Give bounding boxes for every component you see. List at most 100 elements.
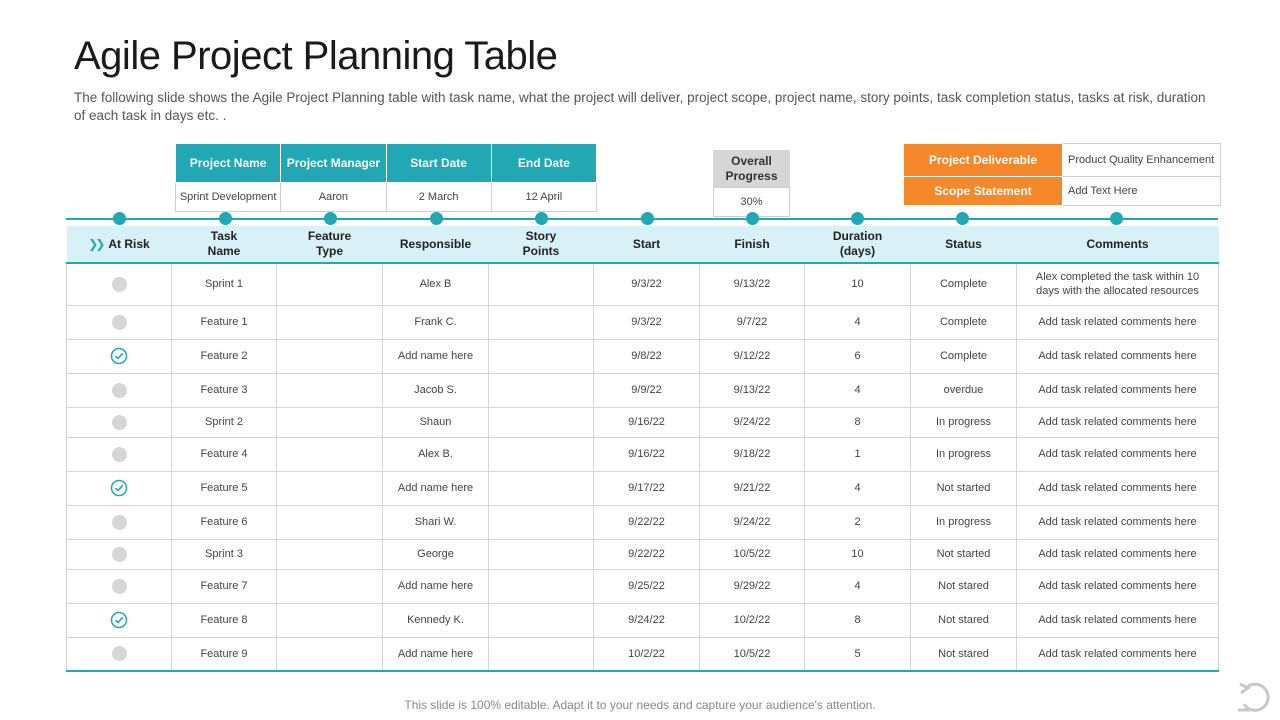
feature-type-cell xyxy=(276,568,383,604)
chevron-right-icon: ❯❯ xyxy=(88,236,105,251)
finish-cell: 9/21/22 xyxy=(699,470,805,506)
task-name-cell: Sprint 2 xyxy=(171,406,277,438)
col-header-story-points: Story Points xyxy=(488,226,594,264)
col-header-comments: Comments xyxy=(1016,226,1219,264)
comments-cell: Add task related comments here xyxy=(1016,372,1219,408)
start-cell: 9/9/22 xyxy=(593,372,700,408)
start-cell: 10/2/22 xyxy=(593,636,700,672)
project-manager-header: Project Manager xyxy=(280,143,387,183)
finish-cell: 9/24/22 xyxy=(699,406,805,438)
feature-type-cell xyxy=(276,372,383,408)
duration-cell: 1 xyxy=(804,436,911,472)
task-name-cell: Feature 4 xyxy=(171,436,277,472)
task-name-cell: Feature 1 xyxy=(171,304,277,340)
table-row: Sprint 2 Shaun 9/16/22 9/24/22 8 In progress A… xyxy=(66,406,1219,438)
duration-cell: 4 xyxy=(804,372,911,408)
status-cell: Not stared xyxy=(910,602,1017,638)
responsible-cell: Add name here xyxy=(382,338,489,374)
status-dot-icon xyxy=(111,546,127,562)
project-info-table: Project Name Project Manager Start Date … xyxy=(174,143,598,212)
start-cell: 9/17/22 xyxy=(593,470,700,506)
timeline-dot xyxy=(851,212,864,225)
finish-cell: 10/5/22 xyxy=(699,636,805,672)
table-row: Feature 9 Add name here 10/2/22 10/5/22 5 Not… xyxy=(66,636,1219,672)
timeline-dot xyxy=(219,212,232,225)
status-dot-icon xyxy=(111,276,127,292)
at-risk-cell xyxy=(66,504,172,540)
at-risk-cell xyxy=(66,470,172,506)
story-points-cell xyxy=(488,304,594,340)
at-risk-cell xyxy=(66,538,172,570)
col-header-feature-type: Feature Type xyxy=(276,226,383,264)
feature-type-cell xyxy=(276,262,383,306)
timeline-dot xyxy=(956,212,969,225)
table-row: Feature 3 Jacob S. 9/9/22 9/13/22 4 overdue Ad… xyxy=(66,372,1219,408)
start-cell: 9/3/22 xyxy=(593,262,700,306)
comments-cell: Add task related comments here xyxy=(1016,338,1219,374)
comments-cell: Add task related comments here xyxy=(1016,636,1219,672)
scope-statement-label: Scope Statement xyxy=(903,176,1063,206)
scope-statement-value: Add Text Here xyxy=(1062,176,1221,206)
page-subtitle: The following slide shows the Agile Proj… xyxy=(74,90,1206,123)
project-name-value: Sprint Development xyxy=(174,182,282,212)
feature-type-cell xyxy=(276,436,383,472)
story-points-cell xyxy=(488,602,594,638)
page-title: Agile Project Planning Table xyxy=(74,34,558,78)
at-risk-cell xyxy=(66,372,172,408)
status-dot-icon xyxy=(111,514,127,530)
col-header-finish: Finish xyxy=(699,226,805,264)
duration-cell: 8 xyxy=(804,602,911,638)
status-cell: Complete xyxy=(910,304,1017,340)
status-dot-icon xyxy=(111,314,127,330)
table-row: Feature 1 Frank C. 9/3/22 9/7/22 4 Complete Ad… xyxy=(66,304,1219,340)
story-points-cell xyxy=(488,436,594,472)
comments-cell: Add task related comments here xyxy=(1016,504,1219,540)
start-date-value: 2 March xyxy=(385,182,492,212)
at-risk-cell xyxy=(66,406,172,438)
task-name-cell: Feature 5 xyxy=(171,470,277,506)
start-cell: 9/25/22 xyxy=(593,568,700,604)
status-cell: In progress xyxy=(910,406,1017,438)
start-cell: 9/22/22 xyxy=(593,504,700,540)
story-points-cell xyxy=(488,470,594,506)
responsible-cell: Shaun xyxy=(382,406,489,438)
deliverable-table: Project Deliverable Product Quality Enha… xyxy=(903,143,1221,206)
overall-progress-box: Overall Progress 30% xyxy=(713,150,790,217)
duration-cell: 4 xyxy=(804,568,911,604)
comments-cell: Alex completed the task within 10 days w… xyxy=(1016,262,1219,306)
timeline-dot xyxy=(324,212,337,225)
status-cell: In progress xyxy=(910,436,1017,472)
table-row: Feature 4 Alex B. 9/16/22 9/18/22 1 In progre… xyxy=(66,436,1219,472)
feature-type-cell xyxy=(276,304,383,340)
finish-cell: 9/7/22 xyxy=(699,304,805,340)
planning-table: ❯❯ At Risk Task Name Feature Type Respons… xyxy=(66,226,1219,672)
responsible-cell: Jacob S. xyxy=(382,372,489,408)
timeline-dot xyxy=(641,212,654,225)
status-cell: Not started xyxy=(910,538,1017,570)
feature-type-cell xyxy=(276,406,383,438)
feature-type-cell xyxy=(276,602,383,638)
at-risk-cell xyxy=(66,436,172,472)
at-risk-cell xyxy=(66,304,172,340)
check-circle-icon xyxy=(110,611,128,629)
status-dot-icon xyxy=(111,414,127,430)
status-cell: Not stared xyxy=(910,636,1017,672)
start-date-header: Start Date xyxy=(385,143,492,183)
timeline-dot xyxy=(430,212,443,225)
duration-cell: 10 xyxy=(804,538,911,570)
status-cell: overdue xyxy=(910,372,1017,408)
start-cell: 9/3/22 xyxy=(593,304,700,340)
col-header-at-risk: ❯❯ At Risk xyxy=(66,226,172,264)
story-points-cell xyxy=(488,568,594,604)
story-points-cell xyxy=(488,262,594,306)
table-row: Feature 8 Kennedy K. 9/24/22 10/2/22 8 Not st… xyxy=(66,602,1219,638)
status-cell: Complete xyxy=(910,338,1017,374)
table-row: Sprint 3 George 9/22/22 10/5/22 10 Not starte… xyxy=(66,538,1219,570)
status-dot-icon xyxy=(111,578,127,594)
comments-cell: Add task related comments here xyxy=(1016,602,1219,638)
status-dot-icon xyxy=(111,646,127,662)
responsible-cell: Shari W. xyxy=(382,504,489,540)
story-points-cell xyxy=(488,538,594,570)
comments-cell: Add task related comments here xyxy=(1016,538,1219,570)
at-risk-cell xyxy=(66,262,172,306)
